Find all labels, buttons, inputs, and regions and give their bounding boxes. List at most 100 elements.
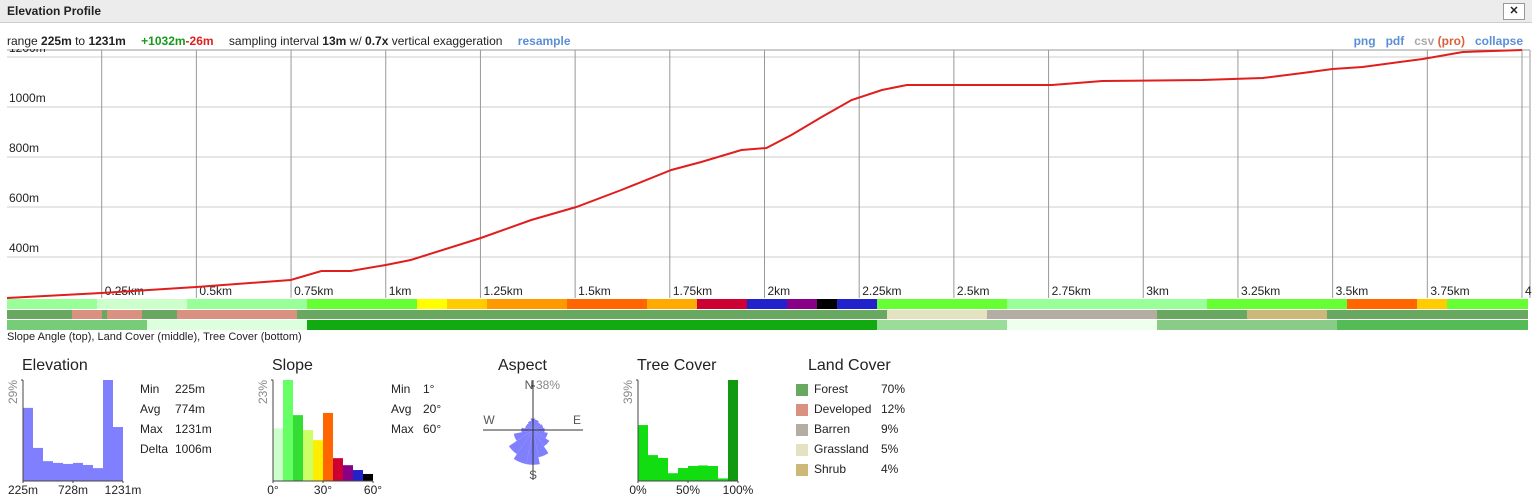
pdf-link[interactable]: pdf xyxy=(1385,34,1405,48)
bar xyxy=(638,425,648,481)
legend-name: Developed xyxy=(814,402,871,416)
x-tick-label: 3.25km xyxy=(1241,284,1280,298)
label: range xyxy=(7,34,38,48)
label: sampling interval xyxy=(228,34,319,48)
resample-link[interactable]: resample xyxy=(517,34,571,48)
x-tick-label: 225m xyxy=(8,483,38,497)
x-tick-label: 1km xyxy=(389,284,412,298)
stat-value: 1006m xyxy=(175,442,212,456)
bar xyxy=(43,461,53,481)
panel-title: Slope xyxy=(272,357,313,374)
x-tick-label: 0.5km xyxy=(199,284,232,298)
x-tick-label: 0% xyxy=(629,483,647,497)
bar xyxy=(103,380,113,481)
csv-link[interactable]: csv xyxy=(1414,34,1435,48)
panel-title: Elevation xyxy=(22,357,88,374)
aspect-petal xyxy=(533,430,548,439)
y-tick-label: 800m xyxy=(9,141,39,155)
x-tick-label: 0.75km xyxy=(294,284,333,298)
y-tick-label: 1000m xyxy=(9,91,46,105)
legend-share: 12% xyxy=(881,402,905,416)
bar xyxy=(698,465,708,481)
stat-label: Avg xyxy=(140,402,160,416)
info-bar: range 225m to 1231m +1032m-26m sampling … xyxy=(0,23,1532,49)
stat-label: Min xyxy=(391,382,410,396)
direction-label: N xyxy=(525,378,534,392)
x-tick-label: 50% xyxy=(676,483,700,497)
legend-swatch xyxy=(796,404,808,416)
x-tick-label: 1.25km xyxy=(483,284,522,298)
elevation-line xyxy=(6,49,1523,299)
bar xyxy=(668,473,678,481)
legend-name: Shrub xyxy=(814,462,846,476)
x-tick-label: 2km xyxy=(768,284,791,298)
direction-label: W xyxy=(483,413,495,427)
label: to xyxy=(75,34,86,48)
bar xyxy=(688,465,698,481)
y-tick-label: 600m xyxy=(9,191,39,205)
pro-label: (pro) xyxy=(1437,34,1465,48)
bar xyxy=(363,473,373,481)
legend-swatch xyxy=(796,424,808,436)
bar xyxy=(53,462,63,481)
aspect-petal xyxy=(513,430,533,441)
bar xyxy=(333,458,343,481)
bar xyxy=(283,380,293,481)
bar xyxy=(293,415,303,481)
bar xyxy=(658,457,668,481)
bar xyxy=(33,447,43,481)
value: 0.7x xyxy=(365,34,389,48)
legend-share: 5% xyxy=(881,442,899,456)
legend-share: 9% xyxy=(881,422,899,436)
y-tick-label: 29% xyxy=(6,380,20,404)
bar xyxy=(303,430,313,481)
aspect-petal xyxy=(533,430,550,447)
label: vertical exaggeration xyxy=(391,34,503,48)
stat-label: Avg xyxy=(391,402,411,416)
x-tick-label: 728m xyxy=(58,483,88,497)
aspect-petal xyxy=(525,425,533,430)
bar xyxy=(353,470,363,481)
bar xyxy=(83,464,93,481)
bar xyxy=(648,455,658,481)
panel-title: Land Cover xyxy=(808,357,891,374)
direction-label: S xyxy=(529,468,537,482)
bar xyxy=(718,478,728,481)
bar xyxy=(73,462,83,481)
summary: range 225m to 1231m +1032m-26m sampling … xyxy=(7,34,571,48)
aspect-petal xyxy=(526,423,533,430)
slope-strip xyxy=(7,299,1528,309)
bar xyxy=(93,468,103,481)
tree-cover-strip xyxy=(7,320,1528,330)
stat-value: 1° xyxy=(423,382,435,396)
legend-swatch xyxy=(796,444,808,456)
x-tick-label: 30° xyxy=(314,483,332,497)
links: png pdf csv (pro) collapse xyxy=(1354,34,1523,48)
collapse-link[interactable]: collapse xyxy=(1474,34,1523,48)
panel-title: Tree Cover xyxy=(637,357,717,374)
legend-swatch xyxy=(796,464,808,476)
stat-value: 20° xyxy=(423,402,441,416)
aspect-petal xyxy=(533,430,549,458)
loss: -26m xyxy=(185,34,214,48)
panel-title: Aspect xyxy=(498,357,547,374)
legend-share: 4% xyxy=(881,462,899,476)
legend-swatch xyxy=(796,384,808,396)
y-tick-label: 39% xyxy=(621,380,635,404)
stat-value: 225m xyxy=(175,382,205,396)
aspect-petal xyxy=(513,430,533,465)
close-button[interactable]: ✕ xyxy=(1503,3,1525,20)
x-tick-label: 1.75km xyxy=(673,284,712,298)
stat-label: Min xyxy=(140,382,159,396)
aspect-petal xyxy=(533,419,539,430)
value: 13m xyxy=(322,34,347,48)
stat-label: Delta xyxy=(140,442,168,456)
bar xyxy=(313,440,323,481)
png-link[interactable]: png xyxy=(1353,34,1376,48)
x-tick-label: 3.75km xyxy=(1430,284,1469,298)
legend-name: Forest xyxy=(814,382,849,396)
direction-label: E xyxy=(573,413,581,427)
r-tick-label: 38% xyxy=(536,378,560,392)
x-tick-label: 1.5km xyxy=(578,284,611,298)
bar xyxy=(113,427,123,481)
